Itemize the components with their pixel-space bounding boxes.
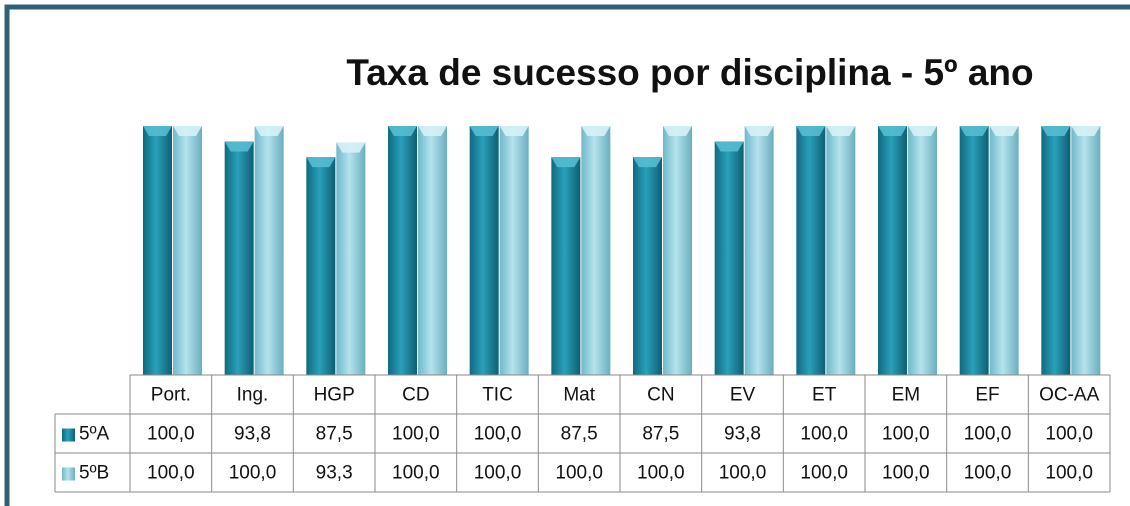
bar-cap <box>989 126 1019 136</box>
bar-cap <box>336 142 366 153</box>
table-value: 100,0 <box>882 424 930 445</box>
frame <box>4 4 1130 506</box>
table-value: 100,0 <box>719 463 767 484</box>
bar <box>469 126 499 375</box>
bar <box>744 126 774 375</box>
bar <box>714 141 744 375</box>
bar <box>796 126 826 375</box>
x-tick-label: EM <box>892 385 921 406</box>
bar-cap <box>469 126 499 136</box>
bar-cap <box>143 126 172 136</box>
bar-cap <box>1041 126 1071 136</box>
chart-title: Taxa de sucesso por disciplina - 5º ano <box>346 52 1033 93</box>
table-value: 100,0 <box>229 463 277 484</box>
x-tick-label: EV <box>730 385 756 406</box>
x-tick-label: HGP <box>314 385 355 406</box>
table-value: 100,0 <box>1045 424 1093 445</box>
bar <box>254 126 284 375</box>
x-tick-label: TIC <box>482 385 513 406</box>
legend-swatch <box>62 428 75 442</box>
bar-cap <box>908 126 937 136</box>
bar <box>826 126 856 375</box>
bar-cap <box>1071 126 1101 136</box>
table-value: 100,0 <box>474 424 522 445</box>
bar-cap <box>878 126 907 136</box>
table-value: 100,0 <box>147 424 195 445</box>
bar-cap <box>224 141 254 152</box>
bar-cap <box>418 126 447 136</box>
bar-cap <box>306 157 336 168</box>
table-value: 100,0 <box>964 463 1012 484</box>
bar <box>581 126 611 375</box>
bar-cap <box>744 126 774 136</box>
table-value: 87,5 <box>316 424 353 445</box>
table-value: 87,5 <box>642 424 679 445</box>
bar-cap <box>633 157 662 168</box>
table-value: 100,0 <box>800 463 848 484</box>
bar-cap <box>388 126 417 136</box>
x-tick-label: ET <box>812 385 837 406</box>
table-value: 93,8 <box>724 424 761 445</box>
table-value: 100,0 <box>474 463 522 484</box>
table-value: 100,0 <box>555 463 603 484</box>
bar-cap <box>254 126 284 136</box>
table-value: 100,0 <box>392 424 440 445</box>
table-value: 100,0 <box>964 424 1012 445</box>
bar-cap <box>551 157 581 168</box>
bar <box>989 126 1019 375</box>
bar-cap <box>714 141 744 152</box>
bar <box>908 126 937 375</box>
bar <box>388 126 417 375</box>
table-value: 100,0 <box>882 463 930 484</box>
bar-cap <box>826 126 856 136</box>
bar <box>1071 126 1101 375</box>
bar <box>499 126 529 375</box>
x-tick-label: Port. <box>151 385 191 406</box>
bar <box>224 141 254 375</box>
bar <box>551 157 581 375</box>
bar <box>1041 126 1071 375</box>
table-value: 100,0 <box>637 463 685 484</box>
x-tick-label: Mat <box>563 385 595 406</box>
table-value: 100,0 <box>392 463 440 484</box>
bar-cap <box>499 126 529 136</box>
bar <box>306 157 336 375</box>
bar <box>878 126 907 375</box>
bar-cap <box>959 126 989 136</box>
bar-cap <box>663 126 692 136</box>
bar <box>959 126 989 375</box>
table-value: 100,0 <box>1045 463 1093 484</box>
table-value: 100,0 <box>800 424 848 445</box>
table-value: 93,8 <box>234 424 271 445</box>
bar-cap <box>173 126 202 136</box>
x-tick-label: OC-AA <box>1039 385 1100 406</box>
table-value: 100,0 <box>147 463 195 484</box>
x-tick-label: Ing. <box>237 385 269 406</box>
legend-label: 5ºB <box>79 463 109 484</box>
bar <box>173 126 202 375</box>
table-value: 87,5 <box>561 424 598 445</box>
x-tick-label: CN <box>647 385 674 406</box>
legend-swatch <box>62 467 75 481</box>
bar <box>633 157 662 375</box>
bar-cap <box>796 126 826 136</box>
bar <box>143 126 172 375</box>
bar <box>336 142 366 375</box>
bar <box>663 126 692 375</box>
x-tick-label: EF <box>975 385 999 406</box>
legend-label: 5ºA <box>79 424 110 445</box>
bar <box>418 126 447 375</box>
x-tick-label: CD <box>402 385 429 406</box>
table-value: 93,3 <box>316 463 353 484</box>
bar-cap <box>581 126 611 136</box>
